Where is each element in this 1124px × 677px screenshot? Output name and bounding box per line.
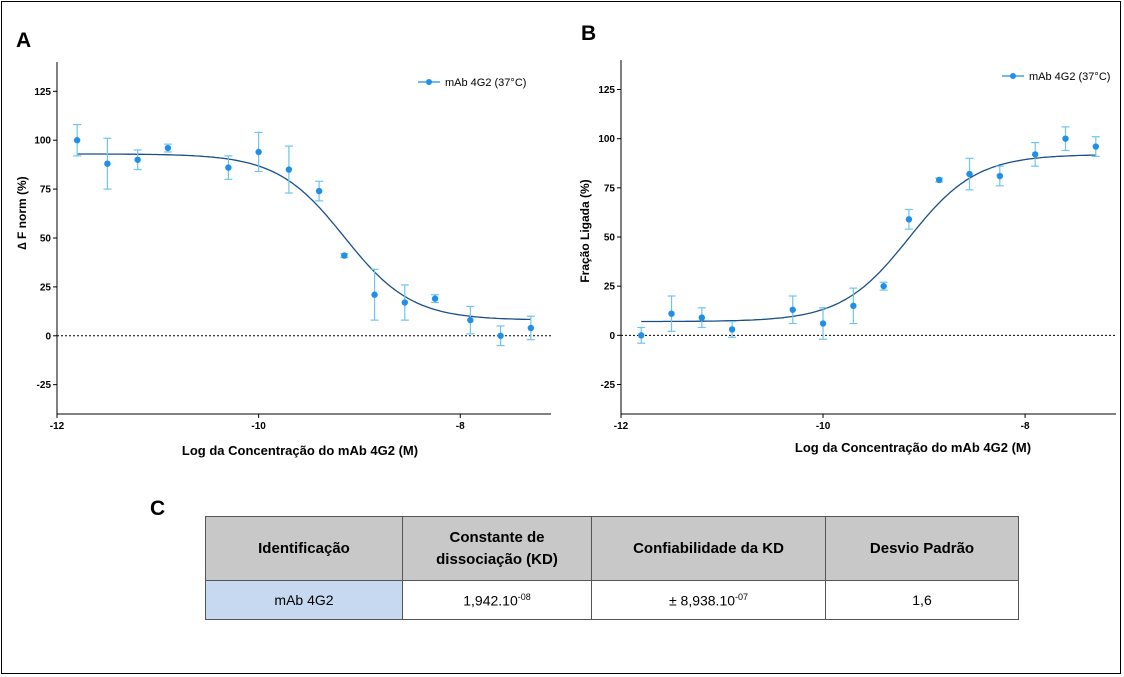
header-desvio: Desvio Padrão bbox=[825, 516, 1019, 581]
y-tick-label: 50 bbox=[604, 233, 616, 244]
data-point bbox=[698, 314, 706, 321]
data-point bbox=[164, 144, 172, 152]
y-axis-label: Fração Ligada (%) bbox=[578, 179, 592, 282]
cell-identificacao: mAb 4G2 bbox=[205, 580, 403, 620]
fit-curve bbox=[77, 153, 531, 321]
data-point bbox=[1031, 151, 1039, 158]
y-axis-label: ∆ F norm (%) bbox=[15, 176, 29, 249]
x-tick-label: -10 bbox=[251, 421, 266, 432]
table-row: mAb 4G2 1,942.10-08 ± 8,938.10-07 1,6 bbox=[205, 580, 1019, 620]
x-tick-label: -8 bbox=[1021, 421, 1030, 432]
y-tick-label: 75 bbox=[40, 185, 52, 196]
legend-label: mAb 4G2 (37°C) bbox=[1029, 71, 1110, 83]
y-tick-label: 50 bbox=[40, 234, 52, 245]
data-point bbox=[850, 302, 857, 310]
cell-kd-base: 1,942.10 bbox=[463, 592, 518, 609]
header-kd-text: Constante de dissociação (KD) bbox=[436, 528, 558, 568]
x-tick-label: -12 bbox=[50, 421, 65, 432]
data-point bbox=[905, 216, 913, 223]
data-point bbox=[497, 332, 504, 339]
data-point bbox=[936, 176, 943, 184]
cell-desvio: 1,6 bbox=[825, 580, 1019, 620]
header-kd: Constante de dissociação (KD) bbox=[402, 516, 592, 581]
x-axis-label: Log da Concentração do mAb 4G2 (M) bbox=[182, 443, 418, 458]
y-tick-label: 25 bbox=[40, 282, 52, 293]
data-point bbox=[285, 166, 293, 173]
data-point bbox=[966, 170, 973, 178]
fit-curve bbox=[641, 154, 1096, 323]
data-point bbox=[104, 160, 111, 167]
data-point bbox=[789, 306, 796, 313]
cell-conf-base: ± 8,938.10 bbox=[668, 592, 736, 609]
legend-marker bbox=[426, 79, 432, 85]
data-point bbox=[401, 299, 409, 306]
panel-label-b: B bbox=[581, 22, 597, 45]
y-tick-label: 75 bbox=[604, 183, 616, 194]
y-tick-label: 100 bbox=[598, 134, 615, 145]
panel-label-c: C bbox=[150, 497, 166, 520]
x-tick-label: -12 bbox=[614, 421, 629, 432]
data-point bbox=[668, 310, 675, 317]
x-axis-label: Log da Concentração do mAb 4G2 (M) bbox=[795, 440, 1031, 455]
panel-label-a: A bbox=[16, 29, 32, 52]
header-identificacao: Identificação bbox=[205, 516, 403, 581]
data-point bbox=[819, 320, 827, 327]
cell-confiabilidade: ± 8,938.10-07 bbox=[591, 580, 826, 620]
legend-marker bbox=[1010, 73, 1016, 79]
y-tick-label: 125 bbox=[598, 85, 615, 96]
data-point bbox=[1092, 143, 1099, 150]
data-point bbox=[341, 252, 348, 259]
y-tick-label: -25 bbox=[37, 380, 52, 391]
data-point bbox=[134, 156, 141, 163]
y-tick-label: 100 bbox=[34, 136, 51, 147]
data-point bbox=[1062, 135, 1069, 142]
data-point bbox=[728, 326, 736, 333]
data-point bbox=[467, 316, 474, 324]
x-tick-label: -10 bbox=[816, 421, 831, 432]
y-tick-label: 25 bbox=[604, 282, 616, 293]
data-point bbox=[638, 332, 645, 339]
cell-kd: 1,942.10-08 bbox=[402, 580, 592, 620]
y-tick-label: 0 bbox=[45, 331, 51, 342]
header-confiabilidade: Confiabilidade da KD bbox=[591, 516, 826, 581]
y-tick-label: -25 bbox=[601, 380, 616, 391]
x-tick-label: -8 bbox=[456, 421, 465, 432]
data-point bbox=[371, 291, 378, 298]
legend-label: mAb 4G2 (37°C) bbox=[445, 77, 526, 89]
data-point bbox=[225, 164, 232, 171]
data-point bbox=[996, 172, 1004, 180]
data-point bbox=[315, 187, 323, 195]
data-point bbox=[255, 148, 262, 156]
y-tick-label: 125 bbox=[34, 87, 51, 98]
data-point bbox=[527, 324, 535, 332]
cell-kd-exponent: -08 bbox=[517, 591, 531, 602]
data-point bbox=[880, 282, 887, 290]
y-tick-label: 0 bbox=[609, 331, 615, 342]
data-point bbox=[431, 295, 439, 302]
data-point bbox=[73, 137, 81, 144]
table-header-row: Identificação Constante de dissociação (… bbox=[205, 516, 1019, 581]
kd-table: Identificação Constante de dissociação (… bbox=[205, 516, 1019, 620]
cell-conf-exponent: -07 bbox=[735, 591, 749, 602]
